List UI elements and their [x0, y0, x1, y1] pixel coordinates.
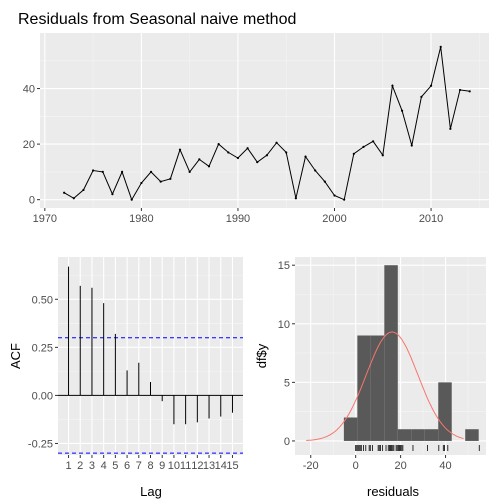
- residual-point: [352, 152, 355, 155]
- residual-point: [130, 198, 133, 201]
- x-tick-label: 9: [159, 460, 165, 472]
- residual-point: [169, 177, 172, 180]
- residual-point: [217, 143, 220, 146]
- acf-x-axis-title: Lag: [140, 484, 162, 499]
- x-tick-label: 40: [439, 460, 451, 472]
- residual-point: [275, 141, 278, 144]
- histogram-bar: [343, 417, 358, 441]
- x-tick-label: 8: [147, 460, 153, 472]
- histogram-bar: [357, 335, 371, 441]
- residual-point: [468, 90, 471, 93]
- residual-point: [227, 151, 230, 154]
- residual-point: [63, 191, 66, 194]
- residual-point: [343, 198, 346, 201]
- histogram-bar: [384, 265, 398, 441]
- residual-point: [439, 45, 442, 48]
- residual-point: [362, 145, 365, 148]
- residual-point: [458, 88, 462, 92]
- residual-point: [400, 109, 404, 112]
- y-tick-label: 10: [278, 319, 290, 331]
- residual-point: [188, 170, 191, 173]
- chart-title: Residuals from Seasonal naive method: [18, 11, 296, 28]
- x-tick-label: 1970: [33, 213, 57, 225]
- residual-point: [236, 156, 240, 160]
- residual-point: [294, 197, 297, 200]
- histogram-bar: [411, 429, 425, 441]
- x-tick-label: -20: [303, 460, 319, 472]
- y-tick-label: 15: [278, 260, 290, 272]
- x-tick-label: 1980: [129, 213, 153, 225]
- y-tick-label: 0.00: [32, 390, 53, 402]
- acf-y-axis-title: ACF: [8, 343, 23, 369]
- residual-point: [391, 84, 394, 87]
- residual-point: [72, 197, 75, 200]
- histogram-y-axis-title: df$y: [254, 343, 269, 368]
- x-tick-label: 2010: [419, 213, 443, 225]
- residual-point: [140, 181, 143, 185]
- x-tick-label: 2000: [322, 213, 346, 225]
- histogram-bar: [370, 335, 385, 441]
- residual-point: [314, 169, 317, 172]
- residual-point: [149, 170, 153, 173]
- x-tick-label: 1990: [226, 213, 250, 225]
- x-tick-label: 2: [77, 460, 83, 472]
- histogram-bar: [465, 429, 479, 441]
- residual-point: [333, 194, 336, 197]
- histogram-x-axis-title: residuals: [367, 484, 420, 499]
- residual-point: [159, 180, 162, 183]
- y-tick-label: 0.25: [32, 342, 53, 354]
- y-tick-label: -0.25: [28, 438, 53, 450]
- histogram-bar: [438, 382, 452, 441]
- x-tick-label: 13: [203, 460, 215, 472]
- y-tick-label: 5: [284, 377, 290, 389]
- residual-point: [372, 140, 375, 143]
- residuals-time-plot: 1970 1980 1990 2000 2010 0 20 40: [23, 33, 489, 225]
- y-tick-label: 40: [23, 84, 35, 96]
- residual-point: [207, 165, 211, 168]
- residual-point: [256, 161, 259, 164]
- y-tick-label: 20: [23, 139, 35, 151]
- histogram-bar: [424, 429, 439, 441]
- x-tick-label: 11: [180, 460, 191, 472]
- y-tick-label: 0: [284, 436, 290, 448]
- x-tick-label: 7: [136, 460, 142, 472]
- residual-point: [410, 144, 413, 147]
- residual-point: [120, 170, 124, 173]
- x-tick-label: 1: [65, 460, 71, 472]
- x-tick-label: 15: [226, 460, 238, 472]
- x-tick-label: 20: [394, 460, 406, 472]
- x-tick-label: 12: [191, 460, 203, 472]
- residual-point: [111, 193, 114, 196]
- residual-point: [285, 151, 288, 154]
- x-tick-label: 10: [168, 460, 180, 472]
- residual-point: [304, 155, 307, 158]
- residual-point: [246, 147, 249, 150]
- plot-background: [40, 33, 489, 208]
- acf-plot: 1 2 3 4 5 6 7 8 9 10 11 12 13 14 15-0.250.000.250.50: [28, 257, 243, 472]
- residual-point: [198, 158, 201, 161]
- x-tick-label: 3: [89, 460, 95, 472]
- residual-point: [449, 127, 452, 130]
- residual-point: [429, 84, 433, 87]
- x-tick-label: 14: [215, 460, 227, 472]
- residual-point: [381, 154, 384, 157]
- x-tick-label: 6: [124, 460, 130, 472]
- histogram-bar: [397, 429, 412, 441]
- residual-histogram: -20 0 20 40 0 5 10 15: [278, 257, 486, 472]
- residual-point: [101, 170, 104, 173]
- x-tick-label: 5: [112, 460, 118, 472]
- normal-density-curve: [306, 331, 464, 441]
- residual-point: [323, 180, 326, 183]
- x-tick-label: 4: [101, 460, 107, 472]
- residual-point: [420, 95, 423, 98]
- residual-point: [92, 169, 95, 172]
- residual-point: [178, 148, 182, 151]
- residual-point: [82, 188, 85, 192]
- residual-point: [265, 154, 269, 157]
- x-tick-label: 0: [353, 460, 359, 472]
- y-tick-label: 0: [29, 195, 35, 207]
- y-tick-label: 0.50: [32, 294, 53, 306]
